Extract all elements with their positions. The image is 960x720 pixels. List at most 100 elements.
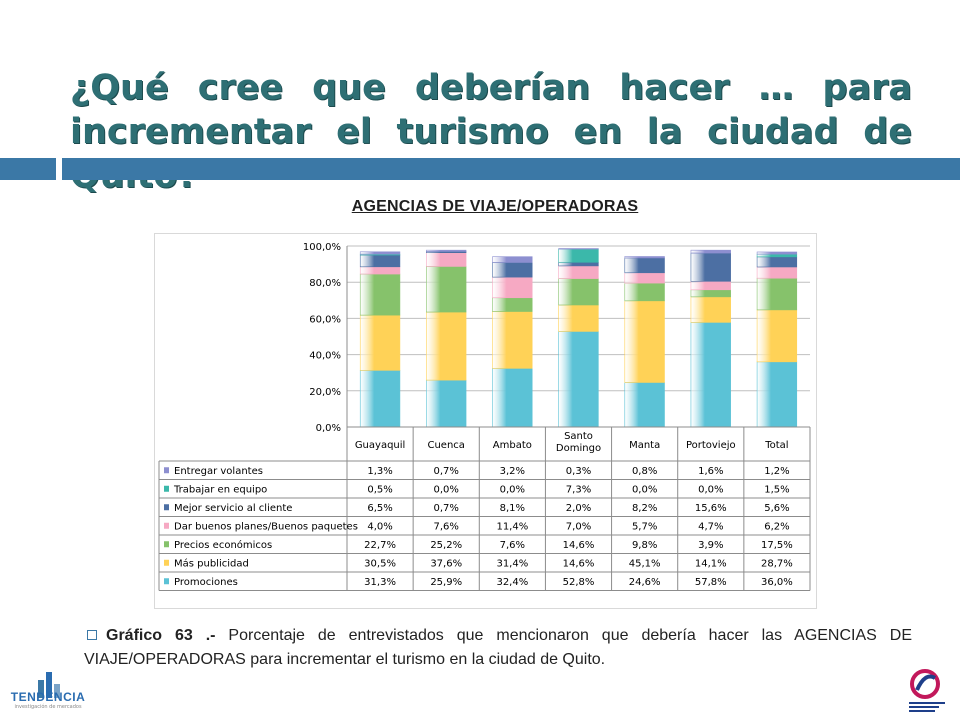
- data-label: 5,6%: [764, 503, 789, 514]
- legend-key-entregar-volantes: [164, 467, 169, 474]
- bar-precios-economicos-ambato: [492, 297, 533, 312]
- legend-key-mas-publicidad: [164, 559, 169, 566]
- tendencia-logo-text: TENDENCIA: [10, 690, 86, 704]
- data-label: 1,2%: [764, 466, 789, 477]
- bar-mas-publicidad-manta: [624, 300, 665, 383]
- legend-label-dar-buenos-planes-buenos-paquetes: Dar buenos planes/Buenos paquetes: [174, 521, 358, 532]
- data-label: 0,7%: [434, 503, 459, 514]
- data-label: 7,0%: [566, 521, 591, 532]
- bar-dar-buenos-planes-buenos-paquetes-cuenca: [426, 252, 467, 267]
- bar-trabajar-en-equipo-santo-domingo: [558, 248, 599, 263]
- data-label: 5,7%: [632, 521, 657, 532]
- data-label: 25,9%: [430, 577, 462, 588]
- bar-promociones-guayaquil: [359, 370, 401, 428]
- bar-mejor-servicio-al-cliente-guayaquil: [359, 254, 401, 268]
- bar-entregar-volantes-total: [756, 251, 798, 255]
- title-rule-right: [62, 158, 960, 180]
- data-label: 0,3%: [566, 466, 591, 477]
- bullet-square-icon: [87, 630, 97, 640]
- data-label: 22,7%: [364, 540, 396, 551]
- x-category-label: Cuenca: [427, 440, 464, 451]
- tendencia-logo: TENDENCIA investigación de mercados: [6, 666, 90, 720]
- legend-key-precios-economicos: [164, 541, 169, 548]
- data-label: 11,4%: [496, 521, 528, 532]
- bar-entregar-volantes-santo-domingo: [558, 248, 599, 250]
- bar-entregar-volantes-cuenca: [426, 249, 467, 252]
- data-label: 3,2%: [500, 466, 525, 477]
- data-label: 32,4%: [496, 577, 528, 588]
- bar-precios-economicos-portoviejo: [690, 289, 731, 298]
- legend-label-precios-economicos: Precios económicos: [174, 539, 272, 551]
- bar-precios-economicos-santo-domingo: [558, 278, 599, 306]
- bar-mejor-servicio-al-cliente-total: [756, 256, 798, 268]
- bar-trabajar-en-equipo-total: [756, 253, 798, 258]
- data-label: 36,0%: [761, 577, 793, 588]
- bar-dar-buenos-planes-buenos-paquetes-total: [756, 266, 798, 279]
- data-label: 0,8%: [632, 466, 657, 477]
- data-label: 3,9%: [698, 540, 723, 551]
- data-label: 28,7%: [761, 558, 793, 569]
- data-label: 45,1%: [629, 558, 661, 569]
- bar-entregar-volantes-guayaquil: [359, 251, 401, 255]
- caption-text: Porcentaje de entrevistados que menciona…: [84, 627, 912, 668]
- y-tick-label: 60,0%: [309, 314, 341, 325]
- chart-caption: Gráfico 63 .- Porcentaje de entrevistado…: [84, 624, 912, 672]
- data-label: 8,2%: [632, 503, 657, 514]
- x-category-label: Guayaquil: [355, 440, 406, 451]
- x-category-label: Portoviejo: [686, 440, 736, 451]
- y-tick-label: 80,0%: [309, 278, 341, 289]
- bar-mejor-servicio-al-cliente-portoviejo: [690, 252, 731, 282]
- bar-mejor-servicio-al-cliente-ambato: [492, 262, 533, 278]
- data-label: 8,1%: [500, 503, 525, 514]
- data-label: 1,3%: [367, 466, 392, 477]
- data-label: 6,2%: [764, 521, 789, 532]
- data-label: 0,0%: [500, 484, 525, 495]
- x-category-label: Domingo: [556, 443, 601, 454]
- legend-label-mas-publicidad: Más publicidad: [174, 557, 249, 569]
- data-label: 0,7%: [434, 466, 459, 477]
- caption-label: Gráfico 63 .-: [106, 627, 216, 644]
- bar-mejor-servicio-al-cliente-santo-domingo: [558, 261, 599, 267]
- data-label: 4,0%: [367, 521, 392, 532]
- bar-entregar-volantes-ambato: [492, 256, 533, 263]
- data-label: 9,8%: [632, 540, 657, 551]
- data-label: 0,0%: [698, 484, 723, 495]
- data-label: 7,6%: [500, 540, 525, 551]
- legend-key-mejor-servicio-al-cliente: [164, 504, 169, 511]
- legend-label-trabajar-en-equipo: Trabajar en equipo: [173, 484, 267, 495]
- data-label: 0,0%: [632, 484, 657, 495]
- bar-promociones-total: [756, 361, 798, 428]
- data-label: 14,6%: [563, 558, 595, 569]
- bar-mas-publicidad-cuenca: [426, 311, 467, 381]
- data-label: 6,5%: [367, 503, 392, 514]
- data-label: 17,5%: [761, 540, 793, 551]
- x-category-label: Santo: [564, 431, 593, 442]
- legend-label-entregar-volantes: Entregar volantes: [174, 466, 263, 477]
- data-label: 37,6%: [430, 558, 462, 569]
- data-label: 14,1%: [695, 558, 727, 569]
- bar-entregar-volantes-portoviejo: [690, 249, 731, 254]
- bar-precios-economicos-manta: [624, 282, 665, 302]
- bar-dar-buenos-planes-buenos-paquetes-guayaquil: [359, 266, 401, 275]
- data-label: 7,6%: [434, 521, 459, 532]
- bar-entregar-volantes-manta: [624, 256, 665, 259]
- data-label: 31,4%: [496, 558, 528, 569]
- page-title: ¿Qué cree que deberían hacer … para incr…: [70, 68, 912, 196]
- legend-key-promociones: [164, 578, 169, 585]
- data-label: 1,6%: [698, 466, 723, 477]
- legend-label-promociones: Promociones: [174, 577, 238, 588]
- title-rule-left: [0, 158, 56, 180]
- data-label: 2,0%: [566, 503, 591, 514]
- data-label: 24,6%: [629, 577, 661, 588]
- data-label: 0,5%: [367, 484, 392, 495]
- bar-precios-economicos-cuenca: [426, 266, 467, 313]
- bar-dar-buenos-planes-buenos-paquetes-santo-domingo: [558, 265, 599, 279]
- stacked-bar-chart: 0,0% 20,0% 40,0% 60,0% 80,0% 100,0% Guayaquil C…: [158, 242, 811, 591]
- bar-mas-publicidad-ambato: [492, 311, 533, 369]
- x-category-label: Total: [764, 440, 788, 451]
- bar-promociones-manta: [624, 382, 665, 428]
- data-label: 7,3%: [566, 484, 591, 495]
- bar-promociones-ambato: [492, 368, 533, 428]
- legend-label-mejor-servicio-al-cliente: Mejor servicio al cliente: [174, 503, 292, 514]
- bar-promociones-cuenca: [426, 379, 467, 428]
